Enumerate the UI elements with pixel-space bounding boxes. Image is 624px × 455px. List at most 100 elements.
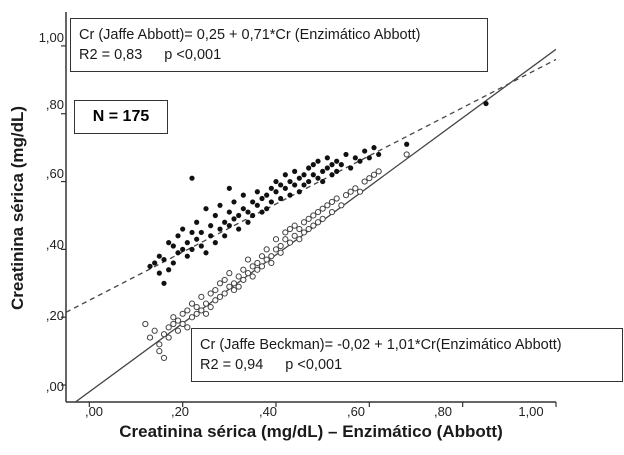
data-point-jaffe-abbott (296, 189, 302, 195)
data-point-jaffe-abbott (264, 192, 270, 198)
data-point-jaffe-beckman (226, 283, 233, 290)
data-point-jaffe-abbott (156, 253, 162, 259)
data-point-jaffe-abbott (306, 178, 312, 185)
data-point-jaffe-beckman (361, 178, 368, 185)
data-point-jaffe-beckman (221, 290, 228, 297)
data-point-jaffe-beckman (258, 263, 266, 270)
data-point-jaffe-abbott (282, 185, 288, 191)
data-point-jaffe-beckman (184, 324, 191, 331)
data-point-jaffe-beckman (193, 310, 200, 317)
stats-row: R2 = 0,83 p <0,001 (79, 45, 479, 65)
data-point-jaffe-beckman (310, 222, 317, 229)
data-point-jaffe-beckman (319, 205, 326, 212)
data-point-jaffe-abbott (217, 202, 223, 208)
data-point-jaffe-beckman (268, 253, 275, 260)
data-point-jaffe-beckman (230, 286, 238, 294)
x-tick-label: ,20 (170, 404, 190, 419)
data-point-jaffe-abbott (226, 223, 232, 229)
data-point-jaffe-abbott (198, 243, 204, 249)
data-point-jaffe-beckman (221, 276, 228, 284)
data-point-jaffe-abbott (166, 240, 172, 246)
data-point-jaffe-beckman (207, 303, 214, 311)
data-point-jaffe-abbott (231, 199, 237, 205)
data-point-jaffe-beckman (179, 320, 186, 328)
x-tick-label: ,60 (346, 404, 366, 419)
data-point-jaffe-beckman (272, 246, 280, 253)
data-point-jaffe-abbott (292, 168, 298, 174)
data-point-jaffe-abbott (161, 256, 167, 263)
data-point-jaffe-beckman (272, 236, 280, 243)
data-point-jaffe-beckman (156, 341, 163, 348)
data-point-jaffe-abbott (338, 162, 344, 168)
data-point-jaffe-abbott (376, 151, 382, 158)
data-point-jaffe-abbott (264, 206, 270, 212)
data-point-jaffe-abbott (217, 226, 223, 232)
data-point-jaffe-abbott (404, 141, 410, 147)
data-point-jaffe-beckman (314, 208, 322, 216)
data-point-jaffe-beckman (263, 246, 270, 253)
data-point-jaffe-abbott (245, 219, 251, 225)
data-point-jaffe-beckman (366, 175, 373, 182)
data-point-jaffe-beckman (277, 249, 284, 256)
data-point-jaffe-beckman (212, 297, 219, 304)
data-point-jaffe-abbott (198, 229, 204, 236)
y-tick-label: ,60 (45, 166, 64, 181)
data-point-jaffe-abbott (236, 226, 242, 232)
data-point-jaffe-beckman (328, 198, 336, 206)
sample-size-label: N = 175 (74, 100, 168, 134)
data-point-jaffe-beckman (310, 212, 317, 219)
data-point-jaffe-beckman (160, 331, 168, 338)
data-point-jaffe-abbott (194, 219, 200, 225)
data-point-jaffe-abbott (170, 243, 176, 249)
data-point-jaffe-abbott (366, 155, 372, 161)
data-point-jaffe-abbott (222, 233, 228, 239)
data-point-jaffe-abbott (483, 100, 489, 107)
data-point-jaffe-beckman (151, 327, 158, 334)
data-point-jaffe-abbott (315, 175, 321, 181)
data-point-jaffe-abbott (184, 253, 190, 259)
data-point-jaffe-abbott (310, 172, 316, 178)
data-point-jaffe-abbott (152, 260, 158, 266)
data-point-jaffe-beckman (188, 314, 196, 321)
data-point-jaffe-abbott (362, 148, 368, 154)
data-point-jaffe-abbott (226, 185, 232, 191)
data-point-jaffe-beckman (170, 320, 177, 328)
data-point-jaffe-beckman (184, 307, 191, 314)
data-point-jaffe-abbott (320, 168, 326, 174)
data-point-jaffe-abbott (334, 168, 340, 174)
data-point-jaffe-abbott (278, 195, 284, 202)
data-point-jaffe-abbott (287, 192, 293, 198)
data-point-jaffe-beckman (226, 270, 233, 277)
data-point-jaffe-abbott (212, 240, 218, 246)
data-point-jaffe-beckman (254, 266, 261, 273)
data-point-jaffe-abbott (166, 267, 172, 273)
data-point-jaffe-beckman (300, 229, 308, 236)
data-point-jaffe-beckman (282, 229, 289, 236)
equation-text: Cr (Jaffe Abbott)= 0,25 + 0,71*Cr (Enzim… (79, 27, 421, 43)
data-point-jaffe-beckman (170, 314, 177, 321)
data-point-jaffe-abbott (329, 172, 335, 178)
data-point-jaffe-abbott (175, 250, 181, 256)
data-point-jaffe-beckman (202, 300, 210, 307)
data-point-jaffe-abbott (268, 199, 274, 205)
data-point-jaffe-abbott (156, 270, 162, 276)
data-point-jaffe-beckman (286, 225, 294, 233)
data-point-jaffe-beckman (188, 300, 196, 307)
p-value-text: p <0,001 (285, 357, 343, 373)
annotation-jaffe-beckman: Cr (Jaffe Beckman)= -0,02 + 1,01*Cr(Enzi… (191, 328, 623, 382)
data-point-jaffe-beckman (328, 208, 336, 216)
data-point-jaffe-beckman (305, 215, 312, 222)
data-point-jaffe-abbott (208, 233, 214, 239)
data-point-jaffe-abbott (254, 202, 260, 208)
data-point-jaffe-beckman (212, 286, 219, 294)
data-point-jaffe-beckman (375, 168, 382, 175)
data-point-jaffe-beckman (300, 219, 308, 226)
data-point-jaffe-beckman (198, 293, 205, 300)
data-point-jaffe-beckman (296, 225, 303, 233)
data-point-jaffe-abbott (324, 165, 330, 171)
data-point-jaffe-beckman (179, 310, 186, 317)
data-point-jaffe-beckman (314, 219, 322, 226)
data-point-jaffe-abbott (259, 195, 265, 202)
